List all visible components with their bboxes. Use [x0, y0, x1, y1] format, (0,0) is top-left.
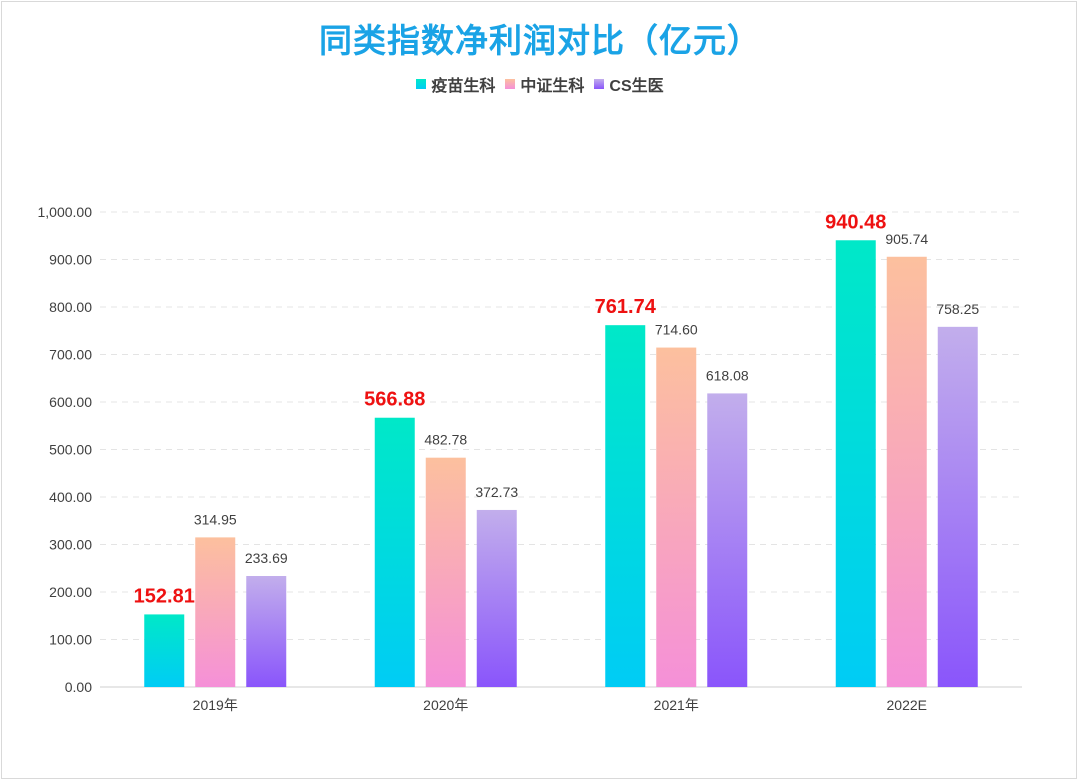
bar-疫苗生科-2022E [835, 240, 876, 687]
bar-中证生科-2022E [886, 256, 927, 687]
bar-CS生医-2019年 [246, 575, 287, 687]
legend: 疫苗生科 中证生科 CS生医 [0, 72, 1080, 96]
legend-swatch [594, 79, 605, 89]
data-label: 761.74 [595, 296, 657, 318]
x-tick-label: 2022E [887, 697, 927, 713]
data-label: 758.25 [936, 301, 979, 317]
bar-疫苗生科-2019年 [144, 614, 185, 687]
data-label: 372.73 [475, 484, 518, 500]
data-label: 566.88 [364, 389, 425, 411]
data-label: 905.74 [885, 231, 928, 247]
data-label: 233.69 [245, 550, 288, 566]
y-tick-label: 1,000.00 [38, 204, 93, 220]
y-tick-label: 700.00 [49, 347, 92, 363]
legend-label: CS生医 [609, 78, 664, 95]
y-tick-label: 0.00 [65, 679, 92, 695]
y-tick-label: 800.00 [49, 299, 92, 315]
y-tick-label: 300.00 [49, 537, 92, 553]
legend-item: 中证生科 [505, 72, 584, 96]
bar-疫苗生科-2021年 [605, 325, 646, 687]
bar-CS生医-2021年 [707, 393, 748, 687]
y-tick-label: 500.00 [49, 442, 92, 458]
legend-swatch [505, 79, 516, 89]
bar-CS生医-2020年 [476, 509, 517, 687]
data-label: 618.08 [706, 367, 749, 383]
x-tick-label: 2020年 [423, 697, 468, 713]
legend-swatch [416, 79, 427, 89]
bar-CS生医-2022E [937, 326, 978, 687]
data-label: 714.60 [655, 322, 698, 338]
data-label: 152.81 [134, 585, 195, 607]
chart-title: 同类指数净利润对比（亿元） [319, 22, 761, 59]
legend-label: 中证生科 [520, 78, 585, 95]
data-label: 314.95 [194, 511, 237, 527]
legend-label: 疫苗生科 [431, 78, 496, 95]
legend-item: 疫苗生科 [416, 72, 495, 96]
data-label: 940.48 [825, 211, 886, 233]
y-tick-label: 200.00 [49, 584, 92, 600]
data-label: 482.78 [424, 432, 467, 448]
bar-中证生科-2019年 [195, 537, 236, 687]
y-tick-label: 900.00 [49, 252, 92, 268]
x-tick-label: 2019年 [193, 697, 238, 713]
y-tick-label: 400.00 [49, 489, 92, 505]
y-tick-label: 600.00 [49, 394, 92, 410]
bar-中证生科-2020年 [425, 457, 466, 687]
x-tick-label: 2021年 [654, 697, 699, 713]
bar-中证生科-2021年 [656, 347, 697, 687]
legend-item: CS生医 [594, 72, 664, 96]
bar-疫苗生科-2020年 [374, 417, 415, 687]
y-tick-label: 100.00 [49, 632, 92, 648]
